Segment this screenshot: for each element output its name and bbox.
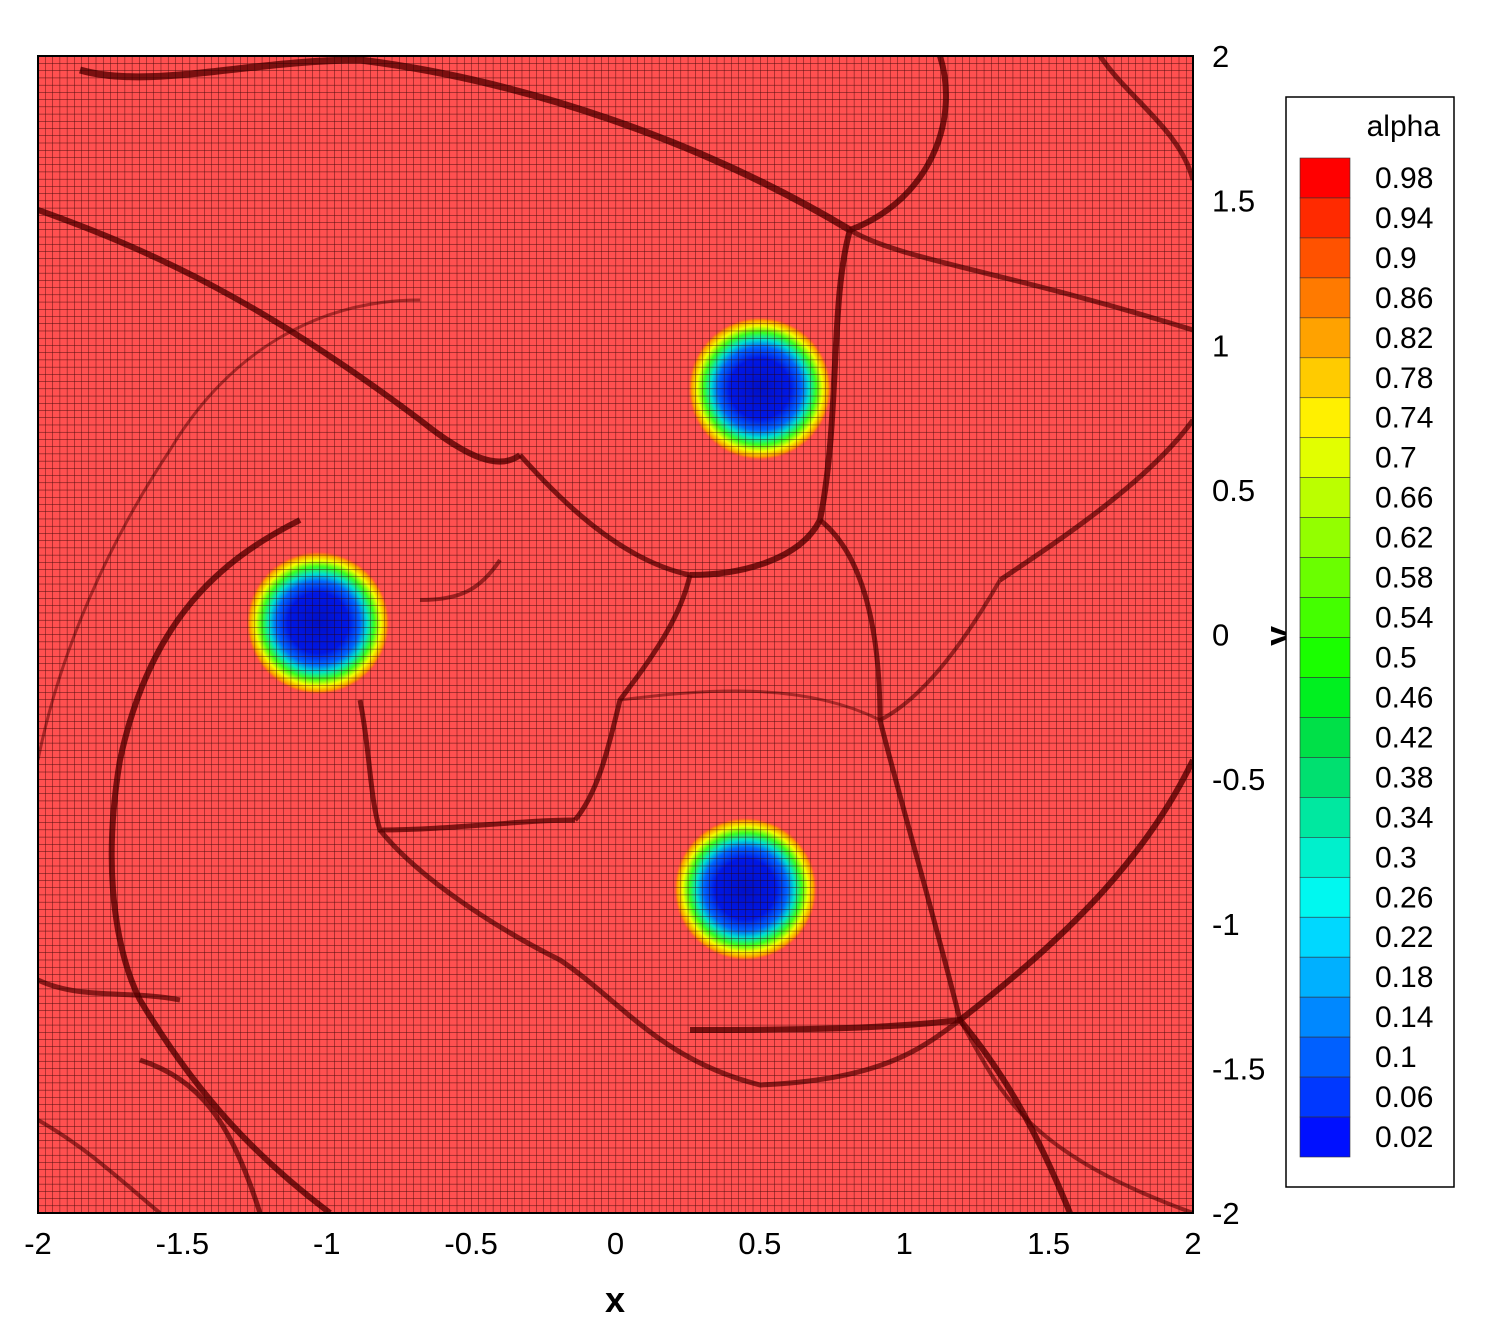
legend-label: 0.82 — [1375, 322, 1433, 355]
legend-swatch — [1299, 157, 1351, 199]
legend-label: 0.18 — [1375, 961, 1433, 994]
y-tick-label: 0 — [1212, 618, 1229, 653]
legend-label: 0.98 — [1375, 162, 1433, 195]
y-tick-label: -1 — [1212, 907, 1240, 942]
legend-label: 0.86 — [1375, 282, 1433, 315]
legend-label: 0.5 — [1375, 642, 1417, 675]
legend-label: 0.38 — [1375, 761, 1433, 794]
legend-swatch — [1299, 437, 1351, 478]
legend-swatch — [1299, 1036, 1351, 1078]
mesh-grid — [38, 56, 1193, 1213]
legend-label: 0.9 — [1375, 242, 1417, 275]
legend-label: 0.22 — [1375, 921, 1433, 954]
legend-label: 0.3 — [1375, 841, 1417, 874]
y-tick-label: 0.5 — [1212, 473, 1255, 508]
legend-label: 0.74 — [1375, 402, 1433, 435]
legend-swatch — [1299, 717, 1351, 758]
legend-swatch — [1299, 677, 1351, 718]
plot-frame — [37, 55, 1194, 1214]
legend-label: 0.42 — [1375, 721, 1433, 754]
legend-label: 0.94 — [1375, 202, 1433, 235]
legend-title: alpha — [1367, 110, 1441, 143]
legend-swatch — [1299, 397, 1351, 439]
x-tick-label: -1 — [313, 1226, 341, 1261]
y-tick-label: -1.5 — [1212, 1051, 1265, 1086]
y-tick-label: 1.5 — [1212, 184, 1255, 219]
legend-label: 0.14 — [1375, 1001, 1433, 1034]
x-tick-label: 0.5 — [738, 1226, 781, 1261]
legend-swatch — [1299, 557, 1351, 598]
legend-label: 0.46 — [1375, 681, 1433, 714]
legend-swatch — [1299, 916, 1351, 958]
x-axis-title: x — [605, 1279, 625, 1320]
y-tick-label: 1 — [1212, 328, 1229, 363]
plot-area — [37, 55, 1194, 1214]
legend-swatch — [1299, 637, 1351, 678]
legend-swatch — [1299, 996, 1351, 1038]
legend-swatch — [1299, 477, 1351, 518]
legend-swatch — [1299, 757, 1351, 798]
legend-swatch — [1299, 277, 1351, 319]
x-tick-label: 1.5 — [1027, 1226, 1070, 1261]
legend-swatch — [1299, 1076, 1351, 1118]
x-tick-label: 1 — [896, 1226, 913, 1261]
legend-swatches: 0.98 0.94 0.9 0.86 0.82 0.78 0.74 0.7 0.66 0.62 0.… — [1299, 157, 1433, 1158]
legend-label: 0.78 — [1375, 362, 1433, 395]
y-tick-label: 2 — [1212, 39, 1229, 74]
y-tick-label: -2 — [1212, 1196, 1240, 1231]
y-tick-label: -0.5 — [1212, 762, 1265, 797]
legend-swatch — [1299, 956, 1351, 998]
legend-swatch — [1299, 517, 1351, 558]
x-tick-label: 0 — [607, 1226, 624, 1261]
legend-swatch — [1299, 357, 1351, 399]
legend-swatch — [1299, 837, 1351, 878]
legend-label: 0.58 — [1375, 562, 1433, 595]
legend-label: 0.26 — [1375, 881, 1433, 914]
x-tick-label: -1.5 — [156, 1226, 209, 1261]
legend-label: 0.1 — [1375, 1041, 1417, 1074]
legend-swatch — [1299, 197, 1351, 239]
legend-label: 0.66 — [1375, 482, 1433, 515]
legend-swatch — [1299, 797, 1351, 838]
legend-swatch — [1299, 317, 1351, 359]
y-axis-ticks: 2 1.5 1 0.5 0 -0.5 -1 -1.5 -2 — [1212, 39, 1265, 1231]
legend-label: 0.62 — [1375, 522, 1433, 555]
x-tick-label: -0.5 — [444, 1226, 497, 1261]
legend-label: 0.02 — [1375, 1121, 1433, 1154]
legend-swatch — [1299, 237, 1351, 279]
legend-label: 0.54 — [1375, 602, 1433, 635]
legend-swatch — [1299, 1116, 1351, 1158]
x-tick-label: -2 — [24, 1226, 52, 1261]
legend-label: 0.34 — [1375, 801, 1433, 834]
colorbar-legend: alpha 0.98 0.94 0.9 0.86 0.82 0.78 0.74 0.7 0.66… — [1285, 96, 1455, 1188]
legend-label: 0.06 — [1375, 1081, 1433, 1114]
legend-swatch — [1299, 597, 1351, 638]
legend-label: 0.7 — [1375, 442, 1417, 475]
x-axis-ticks: -2 -1.5 -1 -0.5 0 0.5 1 1.5 2 — [24, 1226, 1201, 1261]
x-tick-label: 2 — [1184, 1226, 1201, 1261]
legend-swatch — [1299, 876, 1351, 918]
